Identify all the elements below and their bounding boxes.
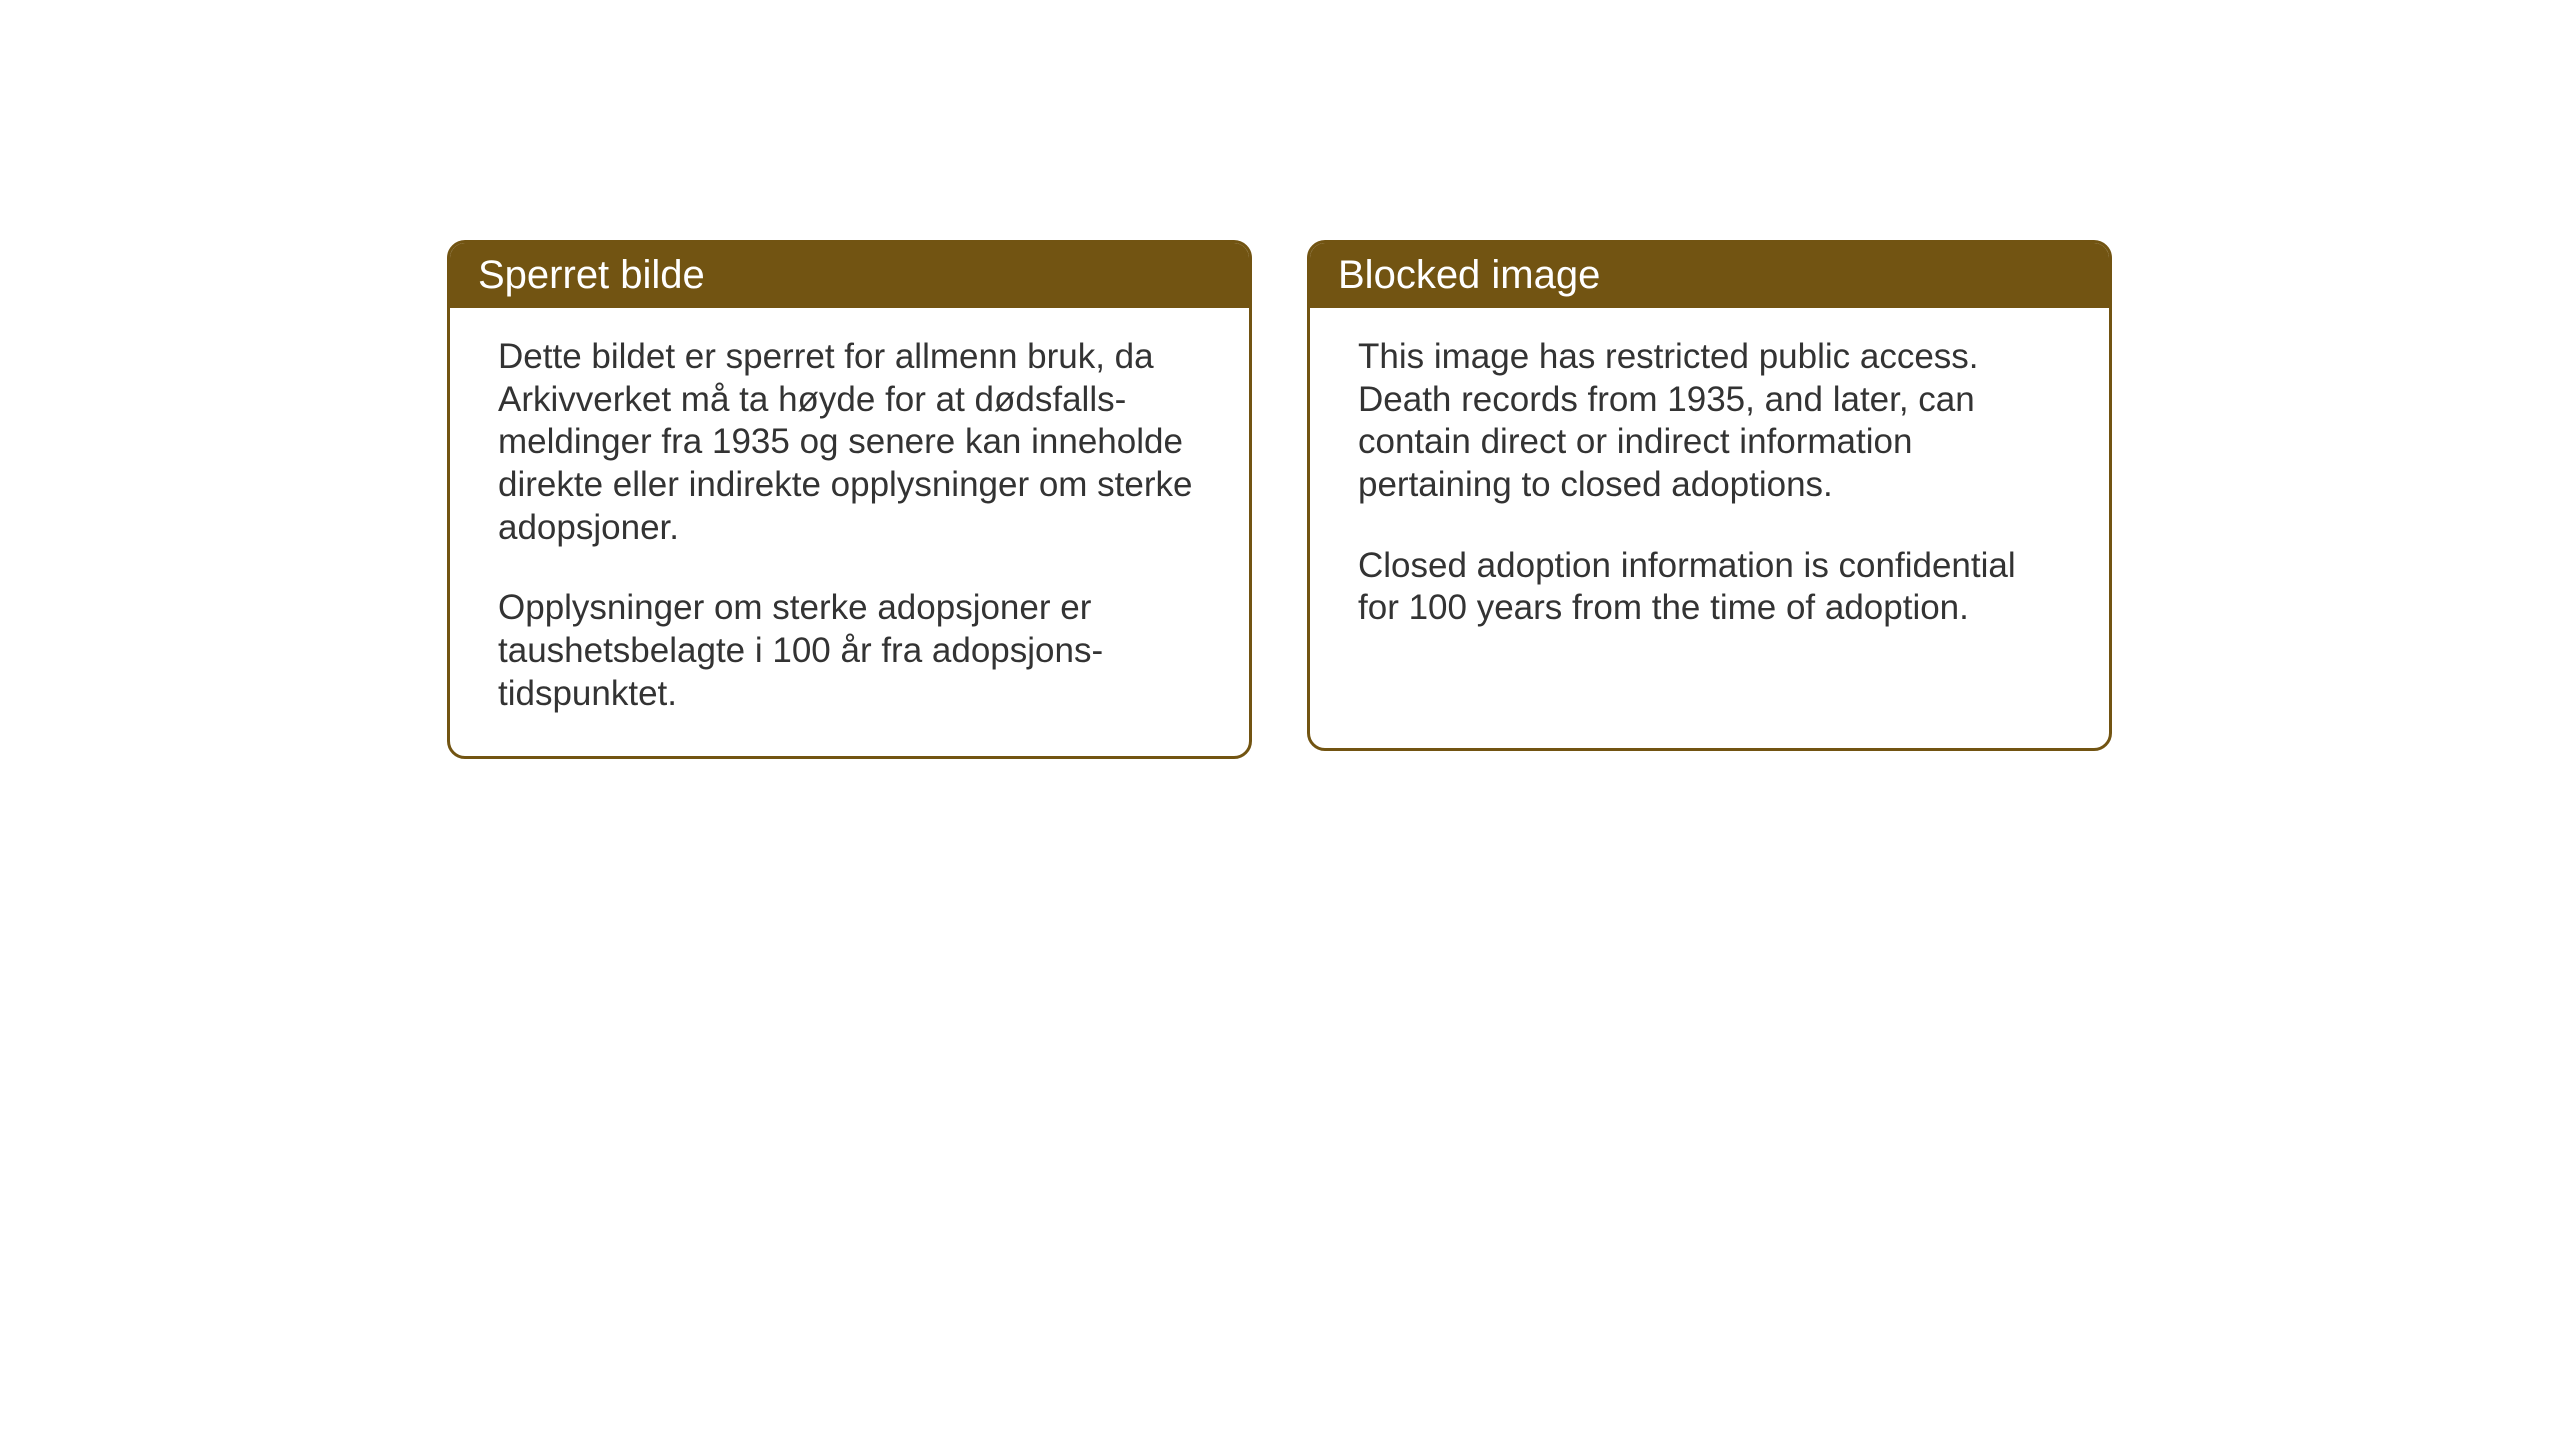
- card-body-english: This image has restricted public access.…: [1310, 308, 2109, 670]
- card-paragraph-2-english: Closed adoption information is confident…: [1358, 545, 2061, 630]
- notice-container: Sperret bilde Dette bildet er sperret fo…: [447, 240, 2112, 759]
- card-header-english: Blocked image: [1310, 243, 2109, 308]
- card-body-norwegian: Dette bildet er sperret for allmenn bruk…: [450, 308, 1249, 756]
- card-paragraph-2-norwegian: Opplysninger om sterke adopsjoner er tau…: [498, 587, 1201, 715]
- card-paragraph-1-norwegian: Dette bildet er sperret for allmenn bruk…: [498, 336, 1201, 549]
- card-title-norwegian: Sperret bilde: [478, 253, 705, 297]
- card-paragraph-1-english: This image has restricted public access.…: [1358, 336, 2061, 507]
- notice-card-norwegian: Sperret bilde Dette bildet er sperret fo…: [447, 240, 1252, 759]
- card-header-norwegian: Sperret bilde: [450, 243, 1249, 308]
- notice-card-english: Blocked image This image has restricted …: [1307, 240, 2112, 751]
- card-title-english: Blocked image: [1338, 253, 1600, 297]
